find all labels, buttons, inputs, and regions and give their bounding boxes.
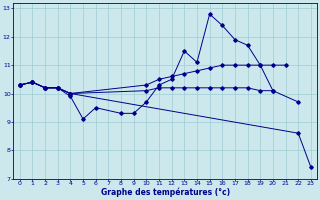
X-axis label: Graphe des températures (°c): Graphe des températures (°c) [101,188,230,197]
